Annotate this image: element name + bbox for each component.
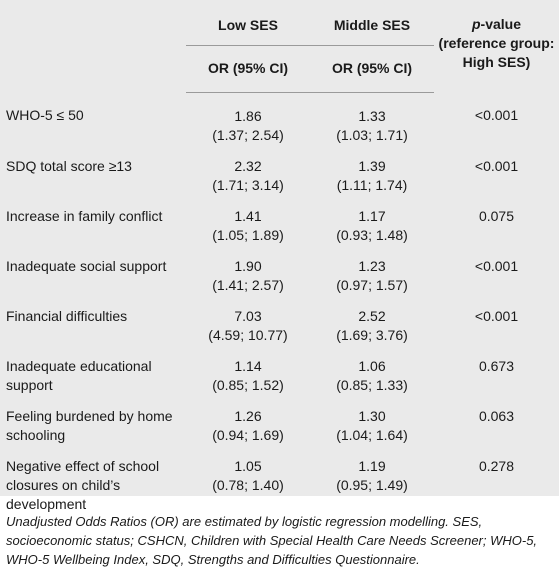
table-row: Increase in family conflict 1.41 (1.05; 1.…	[0, 199, 559, 249]
low-ses-cell: 1.05 (0.78; 1.40)	[186, 449, 310, 522]
middle-ses-cell: 1.39 (1.11; 1.74)	[310, 149, 434, 199]
header-p-line2: (reference group:	[438, 35, 555, 51]
p-value-cell: 0.063	[478, 407, 515, 424]
row-label: Inadequate educational support	[6, 357, 152, 393]
p-value-cell: <0.001	[474, 107, 519, 123]
row-label: SDQ total score ≥13	[6, 157, 132, 174]
middle-ses-ci: (0.85; 1.33)	[336, 376, 408, 393]
middle-ses-cell: 1.17 (0.93; 1.48)	[310, 199, 434, 249]
low-ses-or: 1.05	[234, 457, 262, 474]
header-or-low: OR (95% CI)	[186, 44, 310, 93]
header-p-italic: p	[471, 16, 481, 32]
middle-ses-or: 2.52	[358, 307, 386, 324]
table-row: SDQ total score ≥13 2.32 (1.71; 3.14) 1.39 (…	[0, 149, 559, 199]
p-value-cell: <0.001	[474, 257, 519, 274]
table-area: Low SES Middle SES p-value (reference gr…	[0, 0, 559, 512]
middle-ses-ci: (1.11; 1.74)	[336, 176, 408, 193]
middle-ses-ci: (0.97; 1.57)	[336, 276, 408, 293]
row-label: Negative effect of school closures on ch…	[6, 457, 160, 512]
row-label: Financial difficulties	[6, 307, 128, 324]
low-ses-or: 1.90	[234, 257, 262, 274]
middle-ses-or: 1.39	[358, 157, 386, 174]
middle-ses-cell: 1.19 (0.95; 1.49)	[310, 449, 434, 522]
low-ses-cell: 1.90 (1.41; 2.57)	[186, 249, 310, 299]
row-label: Increase in family conflict	[6, 207, 163, 224]
low-ses-ci: (1.41; 2.57)	[212, 276, 284, 293]
low-ses-or: 1.41	[234, 207, 262, 224]
table-row: Negative effect of school closures on ch…	[0, 449, 559, 522]
p-value-cell: 0.075	[478, 207, 515, 224]
low-ses-or: 1.26	[234, 407, 262, 424]
row-label: Feeling burdened by home schooling	[6, 407, 173, 443]
table-row: WHO-5 ≤ 50 1.86 (1.37; 2.54) 1.33 (1.03; 1.7…	[0, 92, 559, 149]
low-ses-ci: (1.37; 2.54)	[212, 126, 284, 143]
p-value-cell: <0.001	[474, 307, 519, 324]
header-empty-cell	[0, 0, 186, 92]
low-ses-cell: 1.26 (0.94; 1.69)	[186, 399, 310, 449]
low-ses-or: 7.03	[234, 307, 262, 324]
low-ses-or: 1.14	[234, 357, 262, 374]
middle-ses-or: 1.23	[358, 257, 386, 274]
middle-ses-ci: (0.93; 1.48)	[336, 226, 408, 243]
header-p-rest: -value	[480, 16, 522, 32]
low-ses-ci: (1.05; 1.89)	[212, 226, 284, 243]
table-body: WHO-5 ≤ 50 1.86 (1.37; 2.54) 1.33 (1.03; 1.7…	[0, 92, 559, 522]
middle-ses-or: 1.30	[358, 407, 386, 424]
middle-ses-ci: (0.95; 1.49)	[336, 476, 408, 493]
header-or-mid: OR (95% CI)	[310, 44, 434, 93]
row-label: WHO-5 ≤ 50	[6, 107, 84, 123]
p-value-cell: 0.278	[478, 457, 515, 474]
middle-ses-cell: 1.23 (0.97; 1.57)	[310, 249, 434, 299]
low-ses-or: 2.32	[234, 157, 262, 174]
middle-ses-ci: (1.03; 1.71)	[336, 126, 408, 143]
table-footnote: Unadjusted Odds Ratios (OR) are estimate…	[6, 514, 538, 567]
low-ses-ci: (0.94; 1.69)	[212, 426, 284, 443]
middle-ses-ci: (1.69; 3.76)	[336, 326, 408, 343]
row-label: Inadequate social support	[6, 257, 167, 274]
low-ses-cell: 7.03 (4.59; 10.77)	[186, 299, 310, 349]
middle-ses-cell: 1.06 (0.85; 1.33)	[310, 349, 434, 399]
header-middle-ses: Middle SES	[333, 17, 411, 33]
header-row-2: OR (95% CI) OR (95% CI)	[0, 44, 559, 93]
middle-ses-cell: 2.52 (1.69; 3.76)	[310, 299, 434, 349]
table-row: Inadequate educational support 1.14 (0.85;…	[0, 349, 559, 399]
middle-ses-cell: 1.33 (1.03; 1.71)	[310, 92, 434, 149]
middle-ses-or: 1.33	[358, 107, 386, 124]
low-ses-cell: 1.86 (1.37; 2.54)	[186, 92, 310, 149]
low-ses-cell: 2.32 (1.71; 3.14)	[186, 149, 310, 199]
low-ses-cell: 1.41 (1.05; 1.89)	[186, 199, 310, 249]
p-value-cell: <0.001	[474, 157, 519, 174]
header-p-line3: High SES)	[462, 54, 531, 70]
table-row: Inadequate social support 1.90 (1.41; 2.57…	[0, 249, 559, 299]
middle-ses-or: 1.06	[358, 357, 386, 374]
middle-ses-or: 1.17	[358, 207, 386, 224]
header-p-value: p-value (reference group: High SES)	[434, 0, 559, 92]
low-ses-or: 1.86	[234, 107, 262, 124]
middle-ses-or: 1.19	[358, 457, 386, 474]
low-ses-ci: (4.59; 10.77)	[208, 326, 288, 343]
header-row-1: Low SES Middle SES p-value (reference gr…	[0, 0, 559, 70]
middle-ses-cell: 1.30 (1.04; 1.64)	[310, 399, 434, 449]
table-row: Financial difficulties 7.03 (4.59; 10.77) 2…	[0, 299, 559, 349]
low-ses-ci: (1.71; 3.14)	[212, 176, 284, 193]
p-value-cell: 0.673	[478, 357, 515, 374]
table-row: Feeling burdened by home schooling 1.26 (0…	[0, 399, 559, 449]
header-low-ses: Low SES	[218, 17, 278, 33]
odds-ratio-table: Low SES Middle SES p-value (reference gr…	[0, 0, 559, 522]
low-ses-ci: (0.85; 1.52)	[212, 376, 284, 393]
middle-ses-ci: (1.04; 1.64)	[336, 426, 408, 443]
low-ses-ci: (0.78; 1.40)	[212, 476, 284, 493]
low-ses-cell: 1.14 (0.85; 1.52)	[186, 349, 310, 399]
